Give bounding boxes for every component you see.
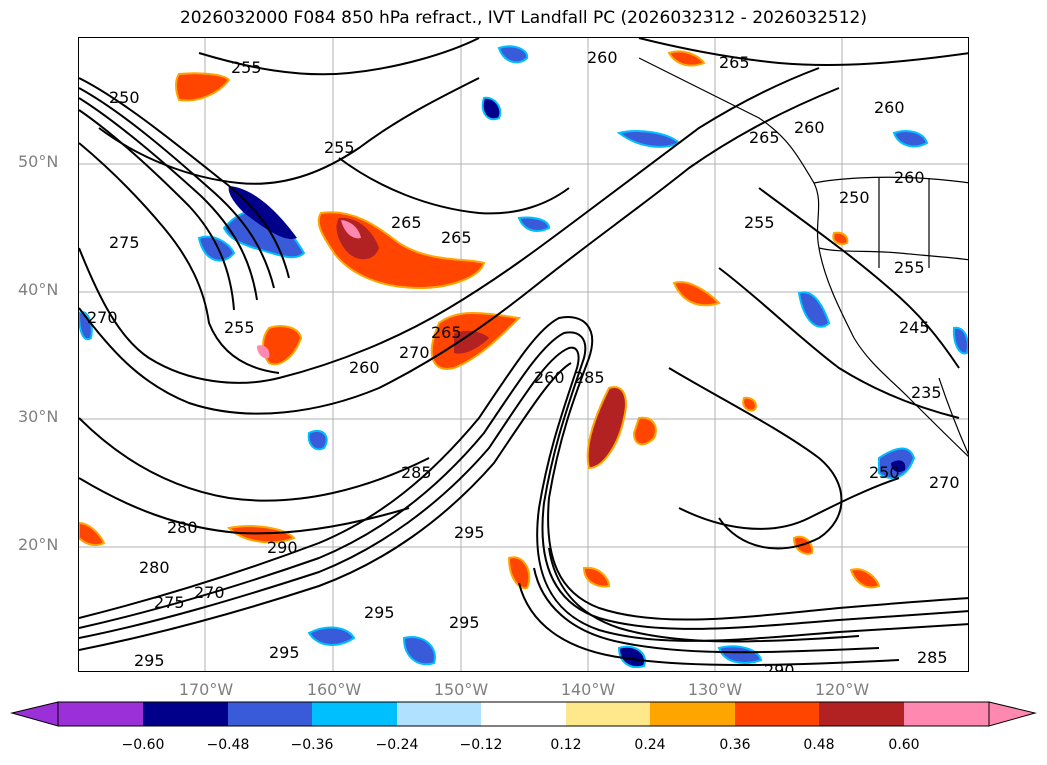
contour-label-group: 255 250 255 275 270 255 260 265 265 260 … bbox=[87, 48, 960, 672]
colorbar-tick: −0.60 bbox=[121, 737, 165, 753]
colorbar-extend-high bbox=[988, 701, 1037, 727]
colorbar-tick: 0.24 bbox=[634, 737, 666, 753]
contour-label: 260 bbox=[894, 168, 925, 187]
contour-label: 255 bbox=[894, 258, 925, 277]
contour-label: 255 bbox=[231, 58, 262, 77]
colorbar-segment bbox=[650, 702, 735, 726]
contour-label: 265 bbox=[719, 53, 750, 72]
colorbar-segment bbox=[819, 702, 904, 726]
contour-label: 265 bbox=[441, 228, 472, 247]
contour-label: 265 bbox=[391, 213, 422, 232]
contour-label: 285 bbox=[574, 368, 605, 387]
contour-label: 270 bbox=[399, 343, 430, 362]
lat-label: 30°N bbox=[18, 407, 59, 426]
contour-label: 245 bbox=[899, 318, 930, 337]
lon-label: 120°W bbox=[814, 680, 870, 699]
contour-label: 265 bbox=[431, 323, 462, 342]
contour-label: 270 bbox=[194, 583, 225, 602]
contour-label: 255 bbox=[324, 138, 355, 157]
map-canvas: 255 250 255 275 270 255 260 265 265 260 … bbox=[79, 38, 968, 672]
lon-label: 150°W bbox=[433, 680, 489, 699]
contour-label: 290 bbox=[764, 661, 795, 672]
colorbar-tick: −0.12 bbox=[459, 737, 503, 753]
contour-label: 270 bbox=[87, 308, 118, 327]
colorbar-tick: 0.60 bbox=[888, 737, 920, 753]
colorbar-segment bbox=[143, 702, 228, 726]
contour-label: 255 bbox=[224, 318, 255, 337]
contour-label: 260 bbox=[534, 368, 565, 387]
contour-label: 280 bbox=[167, 518, 198, 537]
colorbar-segment bbox=[735, 702, 819, 726]
contour-label: 275 bbox=[109, 233, 140, 252]
lon-label: 170°W bbox=[178, 680, 234, 699]
contour-label: 275 bbox=[154, 593, 185, 612]
colorbar-segment bbox=[566, 702, 650, 726]
lat-label: 50°N bbox=[18, 152, 59, 171]
colorbar-tick: 0.36 bbox=[719, 737, 751, 753]
contour-label: 295 bbox=[269, 643, 300, 662]
lon-label: 140°W bbox=[560, 680, 616, 699]
contour-label: 285 bbox=[917, 648, 948, 667]
map-title: 2026032000 F084 850 hPa refract., IVT La… bbox=[179, 8, 867, 28]
lon-label: 130°W bbox=[687, 680, 743, 699]
lat-label: 20°N bbox=[18, 535, 59, 554]
contour-label: 265 bbox=[749, 128, 780, 147]
colorbar-segment bbox=[228, 702, 312, 726]
lon-label: 160°W bbox=[306, 680, 362, 699]
lat-label: 40°N bbox=[18, 280, 59, 299]
contour-label: 295 bbox=[134, 651, 165, 670]
colorbar-segment bbox=[481, 702, 566, 726]
contour-label: 235 bbox=[911, 383, 942, 402]
contour-label: 250 bbox=[839, 188, 870, 207]
contour-label: 260 bbox=[794, 118, 825, 137]
contour-label: 295 bbox=[454, 523, 485, 542]
contour-label: 260 bbox=[349, 358, 380, 377]
colorbar-tick: 0.48 bbox=[803, 737, 835, 753]
contour-label: 270 bbox=[929, 473, 960, 492]
colorbar-segment bbox=[397, 702, 481, 726]
contour-label: 260 bbox=[874, 98, 905, 117]
contour-label: 290 bbox=[267, 538, 298, 557]
colorbar-segment bbox=[312, 702, 397, 726]
contour-label: 285 bbox=[401, 463, 432, 482]
colorbar-extend-low bbox=[10, 701, 59, 727]
contour-label: 250 bbox=[869, 463, 900, 482]
coastlines bbox=[638, 57, 968, 457]
contour-label: 295 bbox=[449, 613, 480, 632]
refractivity-fill bbox=[79, 45, 968, 668]
map-area[interactable]: 255 250 255 275 270 255 260 265 265 260 … bbox=[78, 37, 969, 672]
contour-lines bbox=[79, 38, 968, 666]
colorbar bbox=[10, 701, 1037, 727]
contour-label: 255 bbox=[744, 213, 775, 232]
contour-label: 295 bbox=[364, 603, 395, 622]
colorbar-segment bbox=[58, 702, 143, 726]
colorbar-tick: −0.36 bbox=[290, 737, 334, 753]
colorbar-segment bbox=[904, 702, 989, 726]
contour-label: 280 bbox=[139, 558, 170, 577]
contour-label: 250 bbox=[109, 88, 140, 107]
colorbar-tick: −0.24 bbox=[375, 737, 419, 753]
colorbar-tick: −0.48 bbox=[206, 737, 250, 753]
colorbar-tick: 0.12 bbox=[550, 737, 582, 753]
contour-label: 260 bbox=[587, 48, 618, 67]
